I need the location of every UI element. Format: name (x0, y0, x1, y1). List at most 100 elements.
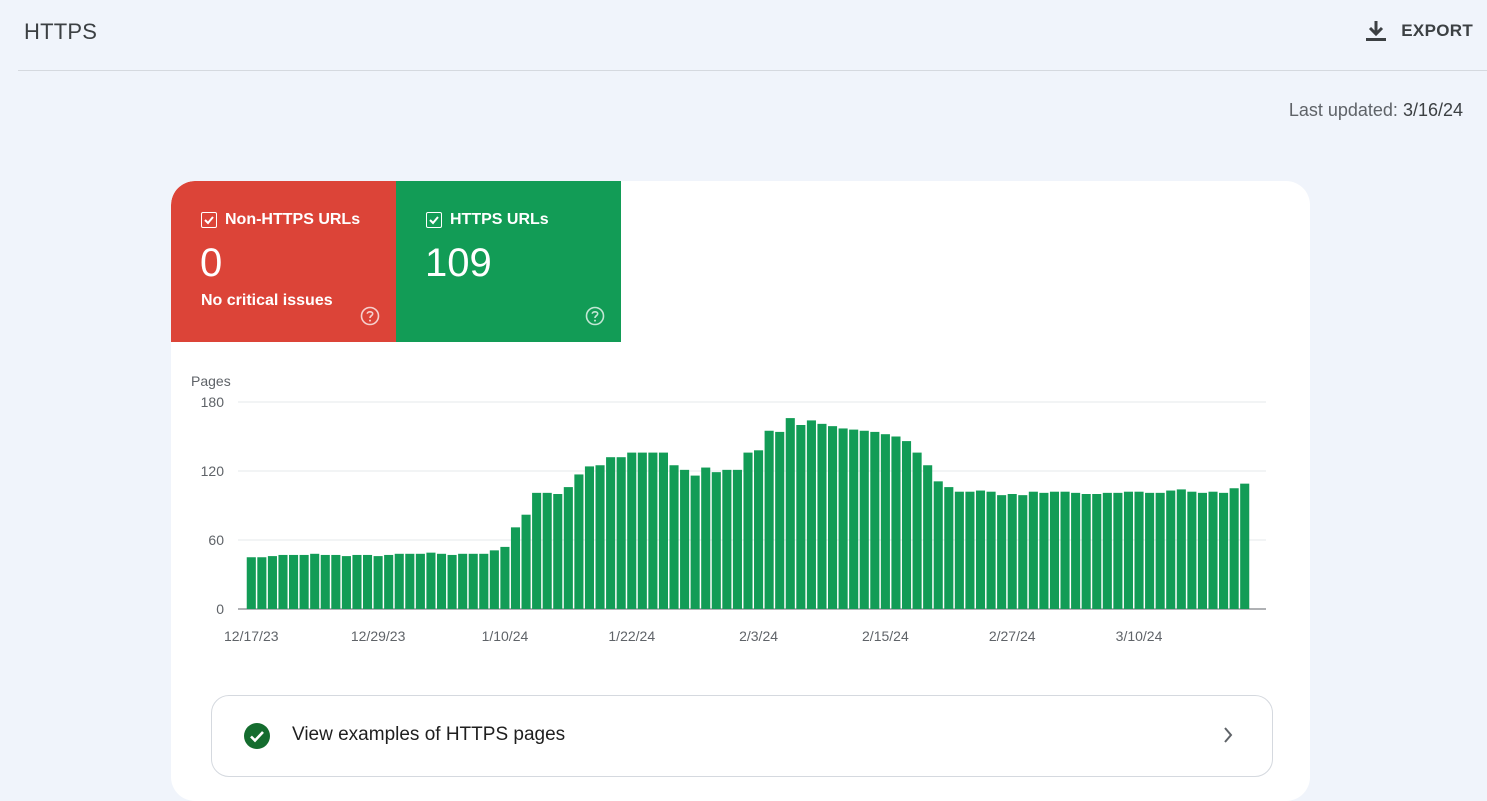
chart-bar (352, 554, 362, 609)
metric-value: 109 (425, 241, 492, 285)
chart-bar (701, 467, 711, 609)
chart-bar (880, 434, 890, 609)
chart-bar (838, 428, 848, 609)
metric-subtitle: No critical issues (201, 292, 333, 309)
chart-bar (331, 554, 341, 609)
y-axis-title: Pages (191, 373, 231, 389)
check-circle-icon (244, 723, 270, 754)
chart-bar (965, 491, 975, 609)
chart-bar (426, 552, 436, 609)
chart-bar (923, 465, 933, 609)
chart-bar (616, 457, 626, 609)
checkbox-checked-icon[interactable] (201, 212, 217, 228)
chart-bar (711, 472, 721, 609)
export-label: EXPORT (1401, 21, 1473, 40)
chart-bar (1176, 489, 1186, 609)
chart-bar (658, 452, 668, 609)
page-title: HTTPS (24, 19, 98, 44)
view-examples-link[interactable]: View examples of HTTPS pages (211, 695, 1273, 777)
chart-bar (246, 557, 256, 609)
chart-bar (606, 457, 616, 609)
chart-bar (690, 475, 700, 609)
chart-bar (775, 431, 785, 609)
chart-bar (997, 495, 1007, 609)
chart-bar (648, 452, 658, 609)
y-tick-label: 0 (216, 601, 224, 617)
chart-bar (743, 452, 753, 609)
chart-bar (1229, 488, 1239, 609)
y-tick-label: 180 (201, 394, 225, 410)
chart-svg: Pages 0 60 120 180 12/17/23 12/29/23 1/10/24 1/2… (191, 373, 1266, 644)
help-icon[interactable] (360, 306, 380, 326)
chart-bar (986, 491, 996, 609)
chart-bar (373, 556, 383, 609)
chart-bar (1240, 483, 1250, 609)
page-header: HTTPS EXPORT (18, 0, 1487, 71)
chevron-right-icon (1222, 726, 1234, 749)
chart-bar (489, 550, 499, 609)
chart-bar (1081, 494, 1091, 609)
chart-bar (1102, 492, 1112, 609)
chart-bar (479, 553, 489, 609)
chart-bar (1092, 494, 1102, 609)
chart-bar (796, 425, 806, 609)
export-button[interactable]: EXPORT (1365, 17, 1473, 45)
chart-bar (680, 469, 690, 609)
last-updated-label: Last updated: (1288, 100, 1398, 120)
chart-bar (394, 553, 404, 609)
help-icon[interactable] (585, 306, 605, 326)
chart-bar (891, 436, 901, 609)
chart-bar (722, 469, 732, 609)
chart-bar (817, 423, 827, 609)
chart-bar (637, 452, 647, 609)
x-tick-label: 3/10/24 (1116, 628, 1163, 644)
chart-bar (384, 554, 394, 609)
checkbox-checked-icon[interactable] (426, 212, 442, 228)
chart-bar (1113, 492, 1123, 609)
chart-bar (584, 466, 595, 609)
chart-bar (1155, 492, 1165, 609)
chart-bar (1123, 491, 1134, 609)
chart-bar (289, 554, 299, 609)
last-updated-value: 3/16/24 (1402, 100, 1463, 120)
chart-bar (1145, 492, 1155, 609)
x-tick-label: 2/27/24 (989, 628, 1036, 644)
chart-bar (1018, 495, 1028, 609)
chart-bar (362, 554, 373, 609)
chart-bar (912, 452, 922, 609)
chart-bar (1187, 491, 1197, 609)
chart-bar (563, 487, 573, 609)
chart-bar (1028, 491, 1038, 609)
y-tick-label: 120 (201, 463, 225, 479)
x-tick-label: 2/15/24 (862, 628, 909, 644)
chart-bar (933, 481, 943, 609)
last-updated: Last updated: 3/16/24 (1289, 100, 1463, 121)
chart-bar (542, 492, 552, 609)
chart-bar (500, 546, 510, 609)
chart-bar (574, 474, 584, 609)
metric-label: Non-HTTPS URLs (225, 211, 361, 228)
chart-bar (553, 494, 563, 609)
chart-bar (405, 553, 415, 609)
chart-bar (415, 553, 425, 609)
x-tick-label: 12/17/23 (224, 628, 279, 644)
metric-https[interactable]: HTTPS URLs 109 (396, 181, 621, 342)
chart-bar (944, 487, 954, 609)
view-examples-label: View examples of HTTPS pages (292, 724, 566, 745)
chart-bar (901, 441, 912, 609)
chart-bar (299, 554, 309, 609)
chart-bar (859, 430, 869, 609)
chart-bar (532, 492, 542, 609)
chart-bar (1007, 494, 1017, 609)
chart-bar (954, 491, 964, 609)
chart-bar (754, 450, 764, 609)
x-tick-label: 2/3/24 (739, 628, 778, 644)
chart-bar (320, 554, 330, 609)
chart-bar (1071, 492, 1081, 609)
metric-non-https[interactable]: Non-HTTPS URLs 0 No critical issues (171, 181, 396, 342)
chart-bar (267, 556, 277, 609)
pages-chart: Pages 0 60 120 180 12/17/23 12/29/23 1/10/24 1/2… (171, 361, 1310, 661)
chart-bar (1197, 492, 1207, 609)
chart-bar (1060, 491, 1070, 609)
metric-label: HTTPS URLs (450, 211, 549, 228)
